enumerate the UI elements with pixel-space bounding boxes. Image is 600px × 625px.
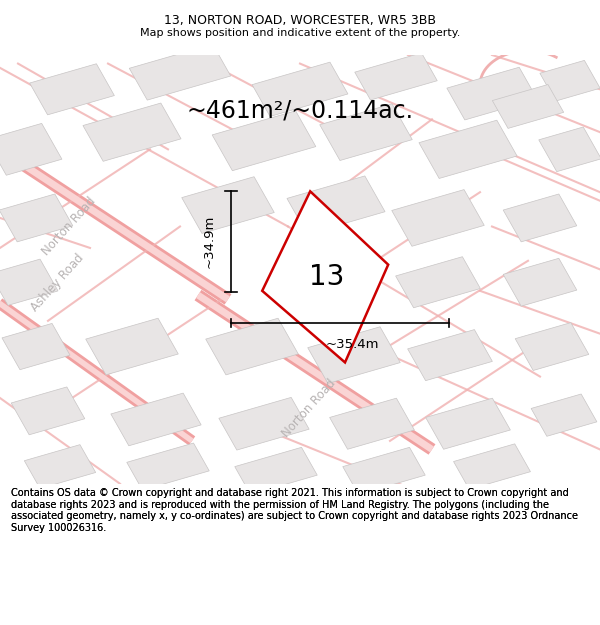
Polygon shape — [539, 127, 600, 172]
Polygon shape — [111, 393, 201, 446]
Text: 13, NORTON ROAD, WORCESTER, WR5 3BB: 13, NORTON ROAD, WORCESTER, WR5 3BB — [164, 14, 436, 27]
Polygon shape — [329, 398, 415, 449]
Polygon shape — [2, 323, 70, 369]
Text: Norton Road: Norton Road — [280, 377, 338, 441]
Polygon shape — [290, 241, 382, 298]
Polygon shape — [493, 84, 563, 128]
Polygon shape — [129, 44, 231, 100]
Text: ~35.4m: ~35.4m — [325, 338, 379, 351]
Text: Ashley Road: Ashley Road — [28, 251, 86, 314]
Polygon shape — [515, 322, 589, 371]
Polygon shape — [454, 444, 530, 489]
Polygon shape — [540, 61, 600, 101]
Text: ~461m²/~0.114ac.: ~461m²/~0.114ac. — [187, 99, 413, 122]
Polygon shape — [392, 189, 484, 246]
Polygon shape — [252, 62, 348, 116]
Polygon shape — [0, 259, 58, 306]
Polygon shape — [182, 177, 274, 233]
Text: Norton Road: Norton Road — [40, 195, 98, 258]
Polygon shape — [308, 327, 400, 384]
Text: Map shows position and indicative extent of the property.: Map shows position and indicative extent… — [140, 29, 460, 39]
Polygon shape — [320, 104, 412, 161]
Text: ~34.9m: ~34.9m — [203, 215, 216, 268]
Text: Contains OS data © Crown copyright and database right 2021. This information is : Contains OS data © Crown copyright and d… — [11, 488, 578, 532]
Polygon shape — [262, 191, 388, 362]
Polygon shape — [343, 448, 425, 494]
Polygon shape — [29, 64, 115, 115]
Polygon shape — [206, 318, 298, 375]
Polygon shape — [287, 176, 385, 234]
Polygon shape — [355, 53, 437, 100]
Polygon shape — [25, 444, 95, 489]
Polygon shape — [212, 111, 316, 171]
Text: 13: 13 — [309, 263, 344, 291]
Polygon shape — [531, 394, 597, 436]
Polygon shape — [86, 318, 178, 375]
Polygon shape — [447, 68, 537, 120]
Polygon shape — [407, 329, 493, 381]
Polygon shape — [235, 448, 317, 494]
Polygon shape — [425, 398, 511, 449]
Polygon shape — [395, 257, 481, 308]
Polygon shape — [0, 194, 73, 242]
Polygon shape — [503, 258, 577, 306]
Polygon shape — [83, 103, 181, 161]
Text: Contains OS data © Crown copyright and database right 2021. This information is : Contains OS data © Crown copyright and d… — [11, 488, 578, 532]
Polygon shape — [0, 123, 62, 175]
Polygon shape — [127, 443, 209, 490]
Polygon shape — [219, 398, 309, 450]
Polygon shape — [11, 387, 85, 435]
Polygon shape — [419, 120, 517, 179]
Polygon shape — [503, 194, 577, 242]
